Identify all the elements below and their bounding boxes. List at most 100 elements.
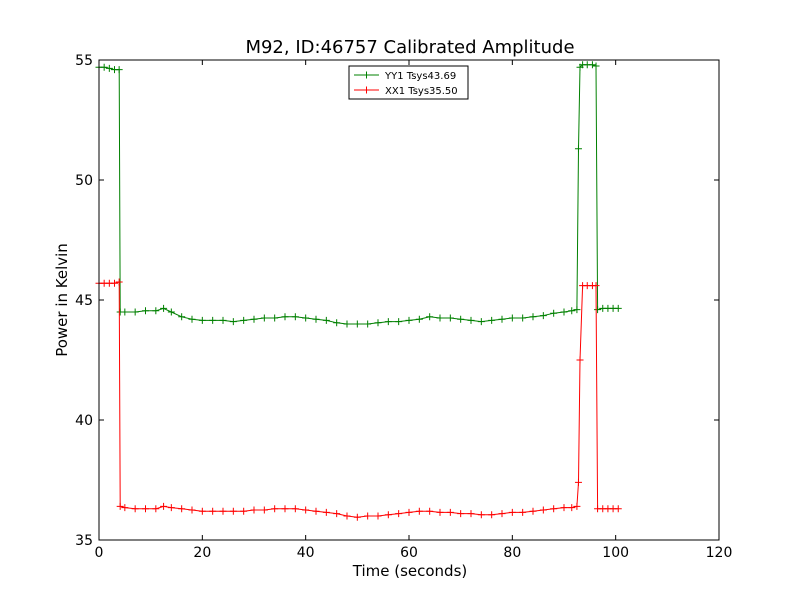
- data-point: [353, 320, 361, 328]
- data-point: [576, 356, 584, 364]
- data-point: [115, 66, 123, 74]
- data-point: [477, 318, 485, 326]
- data-point: [477, 511, 485, 519]
- x-tick-label: 80: [503, 545, 521, 561]
- data-point: [260, 506, 268, 514]
- data-point: [568, 307, 576, 315]
- data-point: [240, 507, 248, 515]
- x-tick-label: 60: [400, 545, 418, 561]
- data-point: [374, 512, 382, 520]
- data-point: [343, 512, 351, 520]
- data-point: [488, 511, 496, 519]
- data-point: [588, 61, 596, 69]
- data-point: [560, 504, 568, 512]
- data-point: [167, 308, 175, 316]
- data-point: [488, 316, 496, 324]
- data-point: [574, 145, 582, 153]
- data-point: [302, 506, 310, 514]
- data-point: [333, 319, 341, 327]
- data-point: [457, 510, 465, 518]
- data-point: [111, 279, 118, 287]
- data-point: [539, 312, 547, 320]
- data-point: [364, 512, 372, 520]
- data-point: [312, 315, 320, 323]
- data-point: [446, 508, 454, 516]
- data-point: [105, 64, 113, 72]
- data-point: [508, 314, 516, 322]
- data-point: [198, 507, 206, 515]
- data-point: [426, 507, 434, 515]
- data-point: [260, 314, 268, 322]
- legend-box: [348, 65, 469, 100]
- data-point: [519, 508, 527, 516]
- data-point: [131, 308, 139, 316]
- chart-title: M92, ID:46757 Calibrated Amplitude: [245, 37, 574, 58]
- data-point: [240, 316, 248, 324]
- data-point: [291, 505, 299, 513]
- data-point: [467, 316, 475, 324]
- x-tick-label: 20: [193, 545, 211, 561]
- data-point: [152, 307, 160, 315]
- data-point: [568, 504, 576, 512]
- data-point: [219, 316, 227, 324]
- data-point: [614, 304, 622, 312]
- legend-marker-yy1: [363, 71, 370, 79]
- y-tick-label: 50: [75, 173, 93, 189]
- data-point: [550, 505, 558, 513]
- data-point: [550, 309, 558, 317]
- y-axis-label: Power in Kelvin: [53, 243, 71, 357]
- x-tick-label: 0: [95, 545, 104, 561]
- data-point: [160, 502, 168, 510]
- data-point: [498, 315, 506, 323]
- data-point: [312, 507, 320, 515]
- data-point: [281, 313, 289, 321]
- data-point: [426, 313, 434, 321]
- y-tick-label: 40: [75, 413, 93, 429]
- data-point: [229, 507, 237, 515]
- data-point: [167, 504, 175, 512]
- data-point: [519, 314, 527, 322]
- data-point: [271, 505, 279, 513]
- series-layer: [95, 61, 622, 521]
- data-point: [209, 507, 217, 515]
- data-point: [446, 314, 454, 322]
- data-point: [539, 506, 547, 514]
- data-point: [395, 318, 403, 326]
- data-point: [219, 507, 227, 515]
- data-point: [322, 316, 330, 324]
- data-point: [415, 315, 423, 323]
- data-point: [152, 505, 160, 513]
- data-point: [100, 63, 108, 71]
- data-point: [160, 304, 168, 312]
- data-point: [457, 315, 465, 323]
- data-point: [573, 502, 581, 510]
- data-point: [121, 308, 129, 316]
- data-point: [178, 505, 186, 513]
- data-point: [436, 508, 444, 516]
- data-point: [573, 306, 581, 314]
- data-point: [250, 315, 258, 323]
- data-point: [415, 507, 423, 515]
- data-point: [250, 506, 258, 514]
- data-point: [115, 278, 123, 286]
- data-point: [322, 508, 330, 516]
- legend-label-yy1: YY1 Tsys43.69: [384, 71, 456, 82]
- data-point: [467, 510, 475, 518]
- data-point: [592, 282, 600, 290]
- legend-label-xx1: XX1 Tsys35.50: [385, 86, 458, 97]
- plot-area: [99, 60, 719, 540]
- data-point: [271, 314, 279, 322]
- data-point: [142, 505, 149, 513]
- tick-layer: 0 20 40 60 80 100 120 35 40 45 50 55: [75, 53, 732, 561]
- data-point: [384, 511, 392, 519]
- data-point: [302, 314, 310, 322]
- legend-marker-xx1: [363, 86, 370, 94]
- data-point: [209, 316, 217, 324]
- data-point: [364, 320, 372, 328]
- data-point: [395, 510, 403, 518]
- data-point: [614, 505, 622, 513]
- data-point: [436, 314, 444, 322]
- data-point: [574, 478, 582, 486]
- data-point: [142, 307, 149, 315]
